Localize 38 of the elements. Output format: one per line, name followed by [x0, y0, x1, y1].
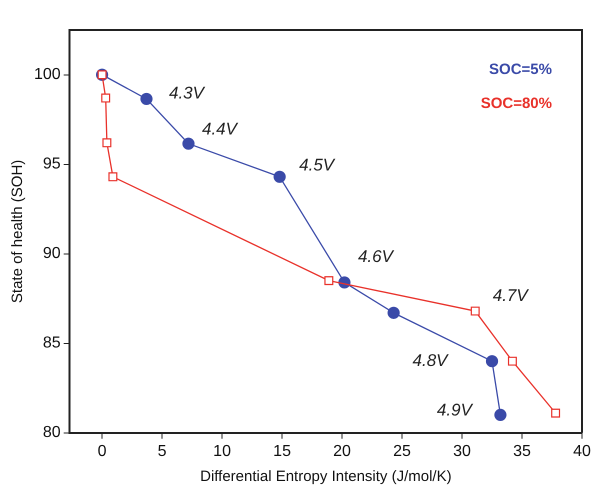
- annotation: 4.9V: [436, 400, 474, 420]
- point: [470, 306, 480, 316]
- point: [551, 408, 560, 418]
- x-tick-label: 5: [158, 442, 167, 460]
- point: [101, 94, 110, 103]
- y-tick-label: 100: [34, 66, 61, 84]
- x-tick-label: 35: [513, 442, 532, 460]
- x-tick-label: 30: [453, 442, 472, 460]
- text: SOC=80%: [480, 95, 552, 112]
- point: [494, 408, 507, 421]
- x-tick-label: 20: [333, 442, 352, 460]
- text: SOC=5%: [489, 61, 552, 78]
- x-tick-label: 25: [393, 442, 412, 460]
- point: [108, 172, 118, 182]
- annotation: 4.6V: [358, 247, 395, 266]
- point: [102, 138, 112, 148]
- x-tick-label: 40: [573, 442, 591, 460]
- point: [274, 170, 286, 183]
- x-tick-label: 10: [213, 442, 232, 460]
- x-tick-label: 15: [273, 442, 292, 460]
- point: [140, 92, 153, 106]
- point: [508, 356, 517, 366]
- point: [182, 138, 195, 150]
- annotation: 4.4V: [202, 119, 239, 138]
- point: [324, 276, 334, 286]
- point: [486, 355, 498, 368]
- point: [388, 306, 400, 319]
- x-tick-label: 0: [98, 442, 107, 460]
- x-axis-title: Differential Entropy Intensity (J/mol/K): [200, 468, 452, 486]
- annotation: 4.5V: [299, 156, 336, 175]
- y-tick-label: 95: [42, 156, 61, 173]
- y-tick-label: 85: [42, 334, 61, 352]
- annotation: 4.8V: [412, 350, 450, 370]
- y-tick-label: 90: [42, 245, 61, 262]
- y-axis-title: State of health (SOH): [9, 160, 26, 304]
- annotation: 4.3V: [168, 84, 206, 103]
- annotation: 4.7V: [492, 286, 530, 305]
- y-tick-label: 80: [42, 424, 61, 442]
